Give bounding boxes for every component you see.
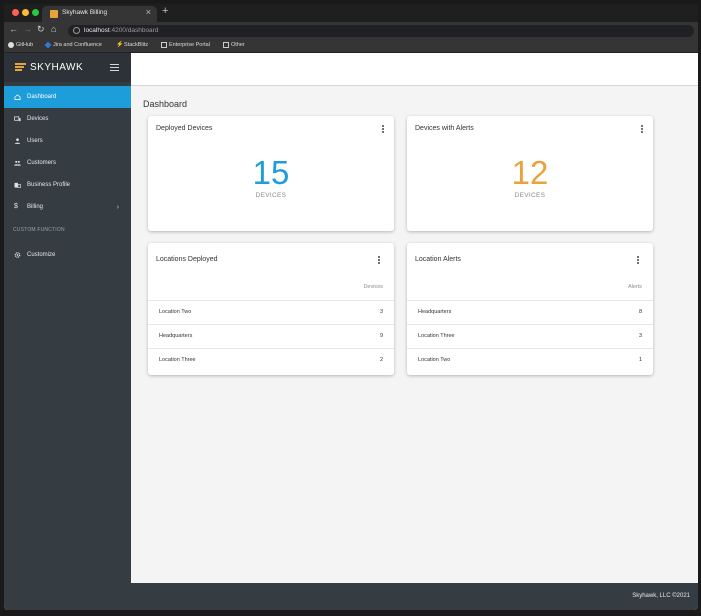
deployed-devices-card: Deployed Devices 15 DEVICES — [148, 116, 394, 231]
location-name: Headquarters — [159, 333, 193, 339]
brand-name: SKYHAWK — [30, 62, 84, 73]
app-viewport: SKYHAWK Dashboard Devices Users Customer… — [4, 53, 698, 610]
devices-with-alerts-card: Devices with Alerts 12 DEVICES — [407, 116, 653, 231]
sidebar-item-billing[interactable]: $ Billing › — [4, 196, 131, 218]
devices-icon — [14, 116, 21, 122]
home-browser-icon[interactable]: ⌂ — [51, 24, 57, 34]
footer-copyright: Skyhawk, LLC ©2021 — [632, 593, 690, 599]
device-count: 9 — [379, 333, 383, 339]
card-title: Location Alerts — [415, 256, 461, 263]
sidebar-item-label: Users — [27, 138, 43, 144]
user-icon — [14, 138, 21, 144]
sidebar-item-label: Customize — [27, 252, 56, 258]
sidebar: SKYHAWK Dashboard Devices Users Customer… — [4, 53, 131, 610]
devices-with-alerts-count: 12 — [511, 154, 549, 191]
location-name: Location Three — [159, 357, 196, 363]
more-vert-icon[interactable] — [378, 256, 380, 264]
devices-with-alerts-label: DEVICES — [514, 192, 546, 199]
device-count: 2 — [379, 357, 383, 363]
favicon-icon — [50, 10, 58, 18]
folder-icon — [223, 42, 229, 48]
sidebar-item-customers[interactable]: Customers — [4, 152, 131, 174]
column-header-devices: Devices — [363, 284, 383, 290]
location-name: Location Two — [159, 309, 192, 315]
location-alerts-card: Location Alerts Alerts Headquarters 8 Lo… — [407, 243, 653, 375]
jira-icon — [44, 41, 52, 49]
chevron-right-icon: › — [116, 203, 119, 211]
location-name: Headquarters — [418, 309, 452, 315]
sidebar-item-dashboard[interactable]: Dashboard — [4, 86, 131, 108]
bookmark-stackblitz[interactable]: ⚡ StackBlitz — [116, 42, 149, 48]
table-row: Location Three 2 — [148, 348, 394, 372]
deployed-devices-count: 15 — [252, 154, 290, 191]
folder-icon — [161, 42, 167, 48]
bookmark-github[interactable]: GitHub — [8, 42, 33, 48]
sidebar-item-label: Business Profile — [27, 182, 71, 188]
page-title: Dashboard — [143, 99, 188, 109]
sidebar-item-label: Devices — [27, 116, 49, 122]
github-icon — [8, 42, 14, 48]
card-title: Devices with Alerts — [415, 125, 474, 132]
skyhawk-logo-icon — [15, 63, 26, 71]
reload-icon[interactable]: ↻ — [37, 24, 45, 34]
building-icon — [14, 182, 21, 188]
location-name: Location Two — [418, 357, 451, 363]
column-header-alerts: Alerts — [627, 284, 642, 290]
new-tab-icon[interactable]: + — [162, 5, 169, 17]
home-icon — [14, 94, 21, 100]
browser-toolbar: ← → ↻ ⌂ localhost:4200/dashboard — [4, 22, 698, 40]
card-title: Locations Deployed — [156, 256, 218, 263]
more-vert-icon[interactable] — [382, 125, 384, 133]
address-bar[interactable]: localhost:4200/dashboard — [68, 25, 694, 37]
brand-header: SKYHAWK — [4, 53, 131, 82]
card-title: Deployed Devices — [156, 125, 213, 132]
bookmarks-bar: GitHub Jira and Confluence ⚡ StackBlitz … — [4, 40, 698, 53]
top-app-bar — [131, 53, 698, 86]
table-row: Headquarters 9 — [148, 324, 394, 348]
tab-title: Skyhawk Billing — [62, 9, 108, 16]
site-info-icon[interactable] — [73, 27, 80, 34]
sidebar-section-label: CUSTOM FUNCTION — [13, 227, 65, 233]
deployed-devices-label: DEVICES — [255, 192, 287, 199]
customers-icon — [14, 160, 21, 166]
tab-close-icon[interactable]: × — [145, 7, 151, 17]
bookmark-other[interactable]: Other — [223, 42, 245, 48]
sidebar-item-label: Dashboard — [27, 94, 57, 100]
close-window-button[interactable] — [12, 9, 19, 16]
alert-count: 1 — [638, 357, 642, 363]
location-name: Location Three — [418, 333, 455, 339]
alert-count: 3 — [638, 333, 642, 339]
locations-deployed-card: Locations Deployed Devices Location Two … — [148, 243, 394, 375]
table-row: Headquarters 8 — [407, 300, 653, 324]
gear-icon — [14, 252, 21, 258]
sidebar-item-business-profile[interactable]: Business Profile — [4, 174, 131, 196]
sidebar-item-customize[interactable]: Customize — [4, 244, 131, 266]
dollar-icon: $ — [14, 203, 18, 210]
table-row: Location Three 3 — [407, 324, 653, 348]
lightning-icon: ⚡ — [116, 42, 124, 48]
bookmark-enterprise-portal[interactable]: Enterprise Portal — [161, 42, 210, 48]
tab-skyhawk-billing[interactable]: Skyhawk Billing × — [42, 6, 157, 22]
bookmark-jira[interactable]: Jira and Confluence — [44, 41, 102, 49]
footer: Skyhawk, LLC ©2021 — [131, 583, 698, 610]
table-row: Location Two 3 — [148, 300, 394, 324]
table-row: Location Two 1 — [407, 348, 653, 372]
sidebar-item-label: Customers — [27, 160, 57, 166]
more-vert-icon[interactable] — [637, 256, 639, 264]
more-vert-icon[interactable] — [641, 125, 643, 133]
address-url: localhost:4200/dashboard — [84, 27, 159, 34]
minimize-window-button[interactable] — [22, 9, 29, 16]
maximize-window-button[interactable] — [32, 9, 39, 16]
alert-count: 8 — [638, 309, 642, 315]
back-icon[interactable]: ← — [9, 24, 18, 34]
sidebar-item-label: Billing — [27, 204, 44, 210]
menu-toggle-icon[interactable] — [110, 64, 119, 72]
sidebar-item-devices[interactable]: Devices — [4, 108, 131, 130]
sidebar-item-users[interactable]: Users — [4, 130, 131, 152]
browser-window: Skyhawk Billing × + ← → ↻ ⌂ localhost:42… — [4, 4, 698, 610]
forward-icon[interactable]: → — [23, 24, 32, 34]
device-count: 3 — [379, 309, 383, 315]
tab-strip: Skyhawk Billing × + — [4, 4, 698, 22]
